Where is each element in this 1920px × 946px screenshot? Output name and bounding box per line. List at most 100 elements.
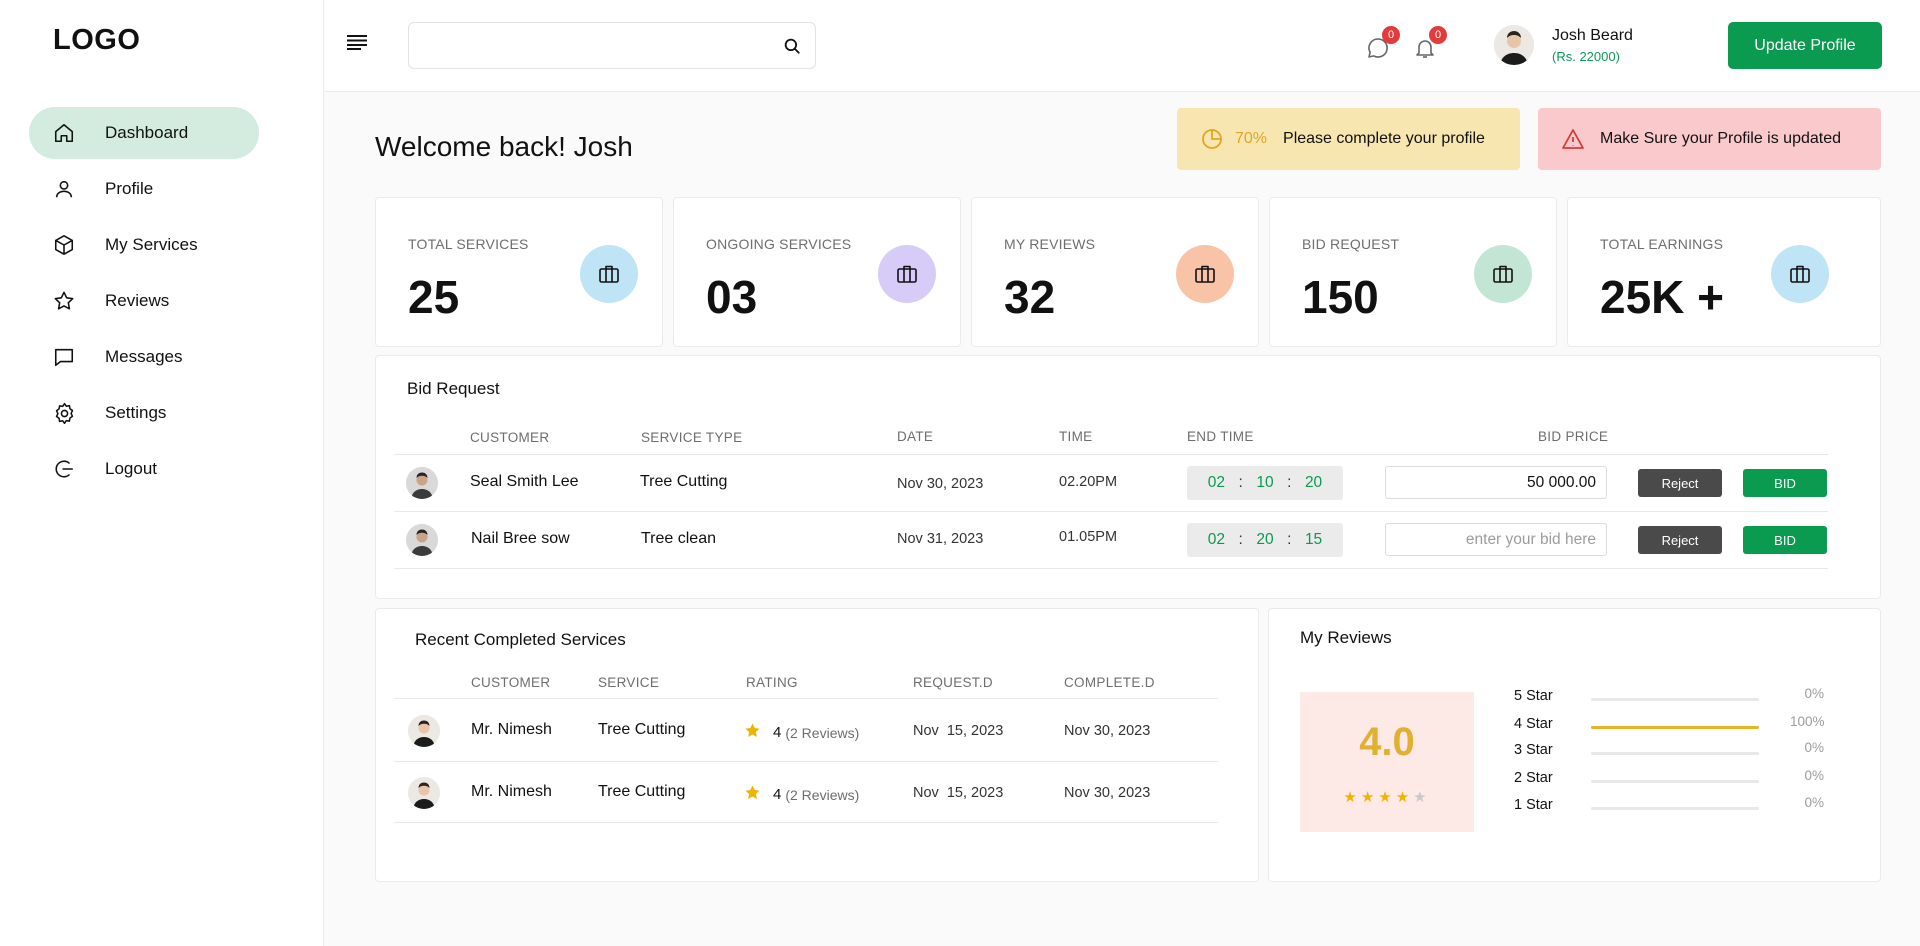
stat-card-ongoing-services[interactable]: ONGOING SERVICES 03 — [673, 197, 961, 347]
recent-customer: Mr. Nimesh — [471, 721, 552, 738]
update-profile-button[interactable]: Update Profile — [1728, 22, 1882, 69]
bid-request-card — [375, 355, 1881, 599]
sidebar-item-messages[interactable]: Messages — [29, 331, 259, 383]
star-icon — [744, 784, 761, 805]
col-end-time: END TIME — [1187, 429, 1254, 444]
chat-icon — [52, 345, 76, 369]
separator: : — [1238, 531, 1243, 548]
recent-request-date: Nov 15, 2023 — [913, 785, 1004, 801]
top-header: 0 0 Josh Beard (Rs. 22000) Update Profil… — [325, 0, 1920, 92]
rating-value: 4 — [773, 724, 782, 741]
briefcase-icon — [580, 245, 638, 303]
bid-request-title: Bid Request — [407, 379, 500, 398]
logo[interactable]: LOGO — [53, 24, 141, 56]
sidebar-nav: Dashboard Profile My Services Reviews Me… — [29, 107, 259, 499]
user-icon — [52, 177, 76, 201]
rating-breakdown-label: 3 Star — [1514, 742, 1553, 758]
hours: 02 — [1207, 531, 1225, 548]
sidebar-item-reviews[interactable]: Reviews — [29, 275, 259, 327]
search-icon[interactable] — [783, 37, 801, 55]
average-score: 4.0 — [1359, 720, 1415, 764]
col-complete-date: COMPLETE.D — [1064, 675, 1155, 690]
sidebar-item-profile[interactable]: Profile — [29, 163, 259, 215]
rating-breakdown-label: 2 Star — [1514, 770, 1553, 786]
rating-breakdown-percent: 0% — [1804, 768, 1824, 783]
bid-customer: Nail Bree sow — [471, 530, 570, 547]
user-balance: (Rs. 22000) — [1552, 49, 1620, 64]
hours: 02 — [1207, 474, 1225, 491]
profile-percent: 70% — [1235, 130, 1268, 147]
sidebar-item-label: My Services — [105, 235, 198, 254]
stat-card-bid-request[interactable]: BID REQUEST 150 — [1269, 197, 1557, 347]
stat-card-my-reviews[interactable]: MY REVIEWS 32 — [971, 197, 1259, 347]
stat-value: 03 — [706, 271, 758, 323]
sidebar-item-label: Reviews — [105, 291, 170, 310]
profile-update-alert[interactable]: Make Sure your Profile is updated — [1538, 108, 1881, 170]
sidebar-item-label: Messages — [105, 347, 183, 366]
rating-breakdown-fill — [1591, 726, 1759, 729]
user-avatar[interactable] — [1494, 25, 1534, 65]
notifications-button[interactable]: 0 — [1413, 26, 1447, 62]
bid-service: Tree Cutting — [640, 473, 728, 490]
profile-completion-alert[interactable]: 70% Please complete your profile — [1177, 108, 1520, 170]
stat-card-total-earnings[interactable]: TOTAL EARNINGS 25K + — [1567, 197, 1881, 347]
end-time-countdown: 02 : 10 : 20 — [1187, 466, 1343, 500]
recent-customer: Mr. Nimesh — [471, 783, 552, 800]
bid-price-input[interactable] — [1385, 523, 1607, 556]
sidebar-item-settings[interactable]: Settings — [29, 387, 259, 439]
sidebar-item-logout[interactable]: Logout — [29, 443, 259, 495]
stat-value: 150 — [1302, 271, 1379, 323]
recent-service: Tree Cutting — [598, 721, 686, 738]
bid-time: 01.05PM — [1059, 529, 1118, 545]
seconds: 15 — [1304, 531, 1323, 548]
reject-button[interactable]: Reject — [1638, 526, 1722, 554]
bid-button[interactable]: BID — [1743, 526, 1827, 554]
briefcase-icon — [1771, 245, 1829, 303]
col-customer: CUSTOMER — [470, 430, 550, 445]
customer-avatar — [406, 524, 438, 556]
page-title: Welcome back! Josh — [375, 131, 633, 162]
col-bid-price: BID PRICE — [1538, 429, 1609, 444]
rating-breakdown-percent: 100% — [1790, 714, 1825, 729]
rating-value: 4 — [773, 786, 782, 803]
user-name: Josh Beard — [1552, 27, 1633, 44]
recent-services-card — [375, 608, 1259, 882]
box-icon — [52, 233, 76, 257]
search-box — [408, 22, 816, 69]
rating-breakdown-bar — [1591, 780, 1759, 783]
briefcase-icon — [1176, 245, 1234, 303]
divider — [394, 822, 1218, 823]
sidebar-item-my-services[interactable]: My Services — [29, 219, 259, 271]
rating-count: (2 Reviews) — [785, 786, 860, 803]
my-reviews-title: My Reviews — [1300, 628, 1392, 647]
stat-value: 25K + — [1600, 271, 1725, 323]
briefcase-icon — [878, 245, 936, 303]
rating-breakdown-bar — [1591, 807, 1759, 810]
customer-avatar — [408, 715, 440, 747]
bid-service: Tree clean — [641, 530, 716, 547]
update-alert-text: Make Sure your Profile is updated — [1600, 130, 1842, 147]
recent-request-date: Nov 15, 2023 — [913, 723, 1004, 739]
sidebar-item-label: Logout — [105, 459, 157, 478]
messages-badge: 0 — [1382, 26, 1400, 44]
stat-card-total-services[interactable]: TOTAL SERVICES 25 — [375, 197, 663, 347]
end-time-countdown: 02 : 20 : 15 — [1187, 523, 1343, 557]
bid-time: 02.20PM — [1059, 474, 1118, 490]
hamburger-menu-icon[interactable] — [347, 34, 367, 50]
reject-button[interactable]: Reject — [1638, 469, 1722, 497]
bell-icon — [1416, 40, 1434, 58]
divider — [394, 698, 1218, 699]
bid-button[interactable]: BID — [1743, 469, 1827, 497]
sidebar-item-dashboard[interactable]: Dashboard — [29, 107, 259, 159]
bid-price-input[interactable] — [1385, 466, 1607, 499]
star-filled-icon: ★ — [1395, 789, 1414, 806]
sidebar-item-label: Dashboard — [105, 123, 189, 142]
rating-breakdown-label: 4 Star — [1514, 716, 1553, 732]
messages-button[interactable]: 0 — [1366, 26, 1400, 62]
search-input[interactable] — [409, 23, 769, 68]
notifications-badge: 0 — [1429, 26, 1447, 44]
sidebar: LOGO Dashboard Profile My Services Revie… — [0, 0, 324, 946]
minutes: 10 — [1256, 474, 1274, 491]
stat-value: 25 — [408, 271, 460, 323]
warning-icon — [1560, 126, 1586, 152]
